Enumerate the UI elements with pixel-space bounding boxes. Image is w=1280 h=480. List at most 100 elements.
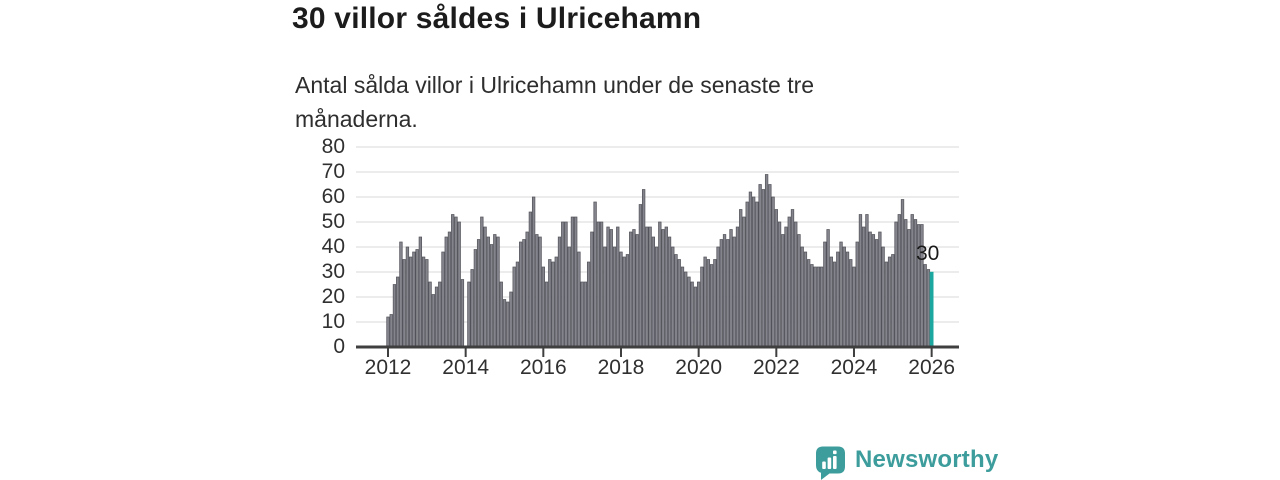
newsworthy-logo-icon xyxy=(816,446,845,480)
bar xyxy=(609,229,613,348)
newsworthy-logo: Newsworthy xyxy=(814,445,998,480)
bar xyxy=(489,244,494,348)
bar xyxy=(764,174,769,348)
bar xyxy=(781,234,785,348)
bar xyxy=(612,246,617,348)
latest-value-label: 30 xyxy=(916,242,940,265)
bar xyxy=(412,251,416,348)
x-axis-tick-label: 2012 xyxy=(364,356,412,379)
bar xyxy=(632,229,636,348)
bar xyxy=(638,204,643,348)
bar xyxy=(907,229,911,348)
bar xyxy=(483,226,487,348)
y-axis-tick-label: 0 xyxy=(333,335,345,358)
bar xyxy=(622,256,626,348)
bar xyxy=(396,276,400,348)
y-axis-tick-label: 80 xyxy=(321,135,345,158)
bar xyxy=(654,246,659,348)
bar xyxy=(561,221,565,348)
bar xyxy=(515,261,520,348)
bar xyxy=(761,189,766,348)
bar xyxy=(480,216,484,348)
bar xyxy=(745,201,749,348)
bar xyxy=(525,231,529,348)
bar xyxy=(408,256,413,348)
bar xyxy=(616,226,620,348)
bar xyxy=(732,236,736,348)
bar xyxy=(434,286,439,348)
bar xyxy=(777,221,782,348)
bar xyxy=(596,221,600,348)
bar xyxy=(849,259,853,348)
bar xyxy=(729,229,733,348)
bar xyxy=(794,221,798,348)
bar xyxy=(438,281,442,348)
bar xyxy=(535,234,539,348)
bar xyxy=(399,241,403,348)
bar xyxy=(858,214,863,348)
bar xyxy=(457,221,461,348)
bar xyxy=(819,266,824,348)
bar xyxy=(891,254,895,348)
bar xyxy=(444,236,448,348)
bar xyxy=(748,191,753,348)
bar xyxy=(431,294,435,348)
bar xyxy=(787,216,791,348)
bar xyxy=(807,259,811,348)
bar xyxy=(635,234,639,348)
bar xyxy=(405,246,410,348)
y-axis-tick-label: 50 xyxy=(321,210,345,233)
bar xyxy=(531,196,536,348)
bar xyxy=(878,231,882,348)
page-title: 30 villor såldes i Ulricehamn xyxy=(292,2,702,35)
bar xyxy=(836,251,840,348)
bar xyxy=(386,316,390,348)
bar xyxy=(758,184,762,348)
x-axis-tick-label: 2024 xyxy=(830,356,878,379)
bar xyxy=(428,281,432,348)
bar xyxy=(641,189,646,348)
y-axis-tick-label: 60 xyxy=(321,185,345,208)
bar xyxy=(832,261,837,348)
bar xyxy=(402,259,406,348)
y-axis-tick-label: 20 xyxy=(321,285,345,308)
bar xyxy=(554,256,558,348)
bar xyxy=(441,251,445,348)
bar xyxy=(522,239,526,348)
bar xyxy=(447,231,452,348)
bar xyxy=(855,241,859,348)
bar xyxy=(509,291,513,348)
bar-chart: 0 10 20 30 40 50 60 70 80 2012 2014 2016 2018 2020 20… xyxy=(321,135,959,379)
bar xyxy=(680,266,685,348)
bar xyxy=(726,239,730,348)
x-axis-tick-label: 2020 xyxy=(675,356,722,379)
bar xyxy=(874,239,879,348)
bar xyxy=(499,281,503,348)
bar xyxy=(693,286,698,348)
y-axis-tick-label: 30 xyxy=(321,260,345,283)
x-axis-tick-label: 2018 xyxy=(597,356,645,379)
bar xyxy=(755,201,759,348)
bar xyxy=(629,231,633,348)
bar xyxy=(451,214,455,348)
bar xyxy=(564,221,568,348)
bar xyxy=(913,219,918,348)
bar xyxy=(580,281,584,348)
bar xyxy=(493,234,497,348)
bar xyxy=(813,266,817,348)
bar xyxy=(923,264,927,348)
bar xyxy=(606,226,610,348)
bar xyxy=(551,261,555,348)
bar xyxy=(506,301,510,348)
bar xyxy=(548,259,552,348)
bar xyxy=(674,254,678,348)
bar xyxy=(590,231,594,348)
bar xyxy=(700,266,704,348)
bar xyxy=(528,211,533,348)
bar xyxy=(648,226,652,348)
bar xyxy=(871,234,876,348)
x-axis-tick-label: 2014 xyxy=(442,356,490,379)
bar xyxy=(593,201,597,348)
bar xyxy=(845,251,850,348)
